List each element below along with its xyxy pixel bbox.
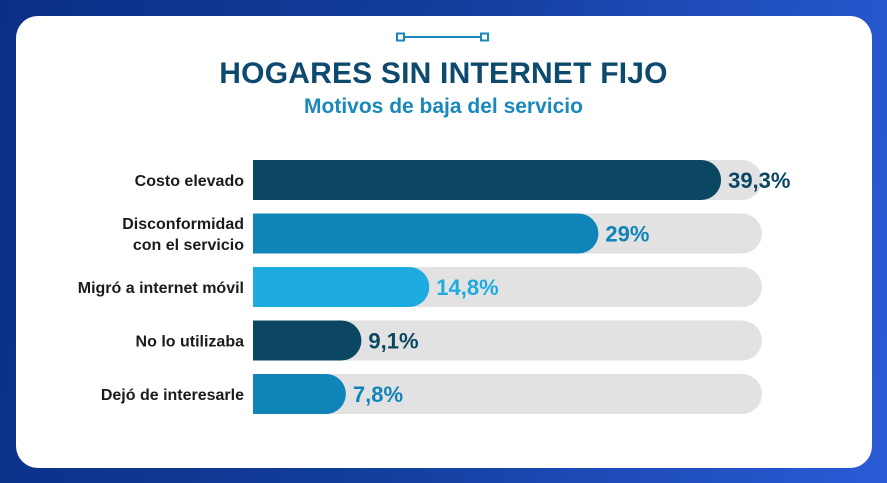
bar-2 <box>253 213 599 254</box>
value-label: 14,8% <box>436 275 498 300</box>
bar-3-left-edge <box>253 267 273 307</box>
bar-1-left-edge <box>253 160 273 200</box>
bar-5 <box>253 374 346 414</box>
value-label: 7,8% <box>353 382 403 407</box>
bar-3 <box>253 267 430 307</box>
category-label: Dejó de interesarle <box>101 387 244 404</box>
category-label: Disconformidad con el servicio <box>122 216 244 254</box>
decorative-line-icon <box>396 32 489 42</box>
bar-1 <box>253 160 722 200</box>
chart-title: HOGARES SIN INTERNET FIJO <box>219 57 668 90</box>
bar-5-left-edge <box>253 374 273 414</box>
category-label: No lo utilizaba <box>136 334 245 351</box>
category-label: Costo elevado <box>135 173 245 190</box>
bar-track <box>253 320 762 361</box>
value-label: 9,1% <box>368 329 418 354</box>
value-label: 29% <box>605 222 649 247</box>
value-label: 39,3% <box>728 168 790 193</box>
bar-track <box>253 374 762 414</box>
chart-subtitle: Motivos de baja del servicio <box>304 95 583 118</box>
bar-4 <box>253 320 362 361</box>
bar-2-left-edge <box>253 213 273 254</box>
bar-4-left-edge <box>253 320 273 361</box>
category-label: Migró a internet móvil <box>78 280 244 297</box>
